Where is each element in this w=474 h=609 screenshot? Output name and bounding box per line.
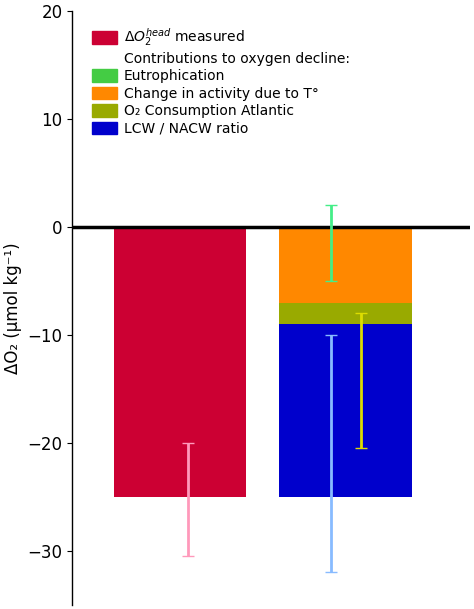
Legend: $\Delta O_2^{head}$ measured, Contributions to oxygen decline:, Eutrophication, : $\Delta O_2^{head}$ measured, Contributi… (83, 18, 358, 144)
Bar (114, 227, 246, 497)
Bar (279, 303, 412, 324)
Bar (279, 324, 412, 497)
Bar (279, 227, 412, 303)
Y-axis label: ΔO₂ (μmol kg⁻¹): ΔO₂ (μmol kg⁻¹) (4, 242, 22, 374)
